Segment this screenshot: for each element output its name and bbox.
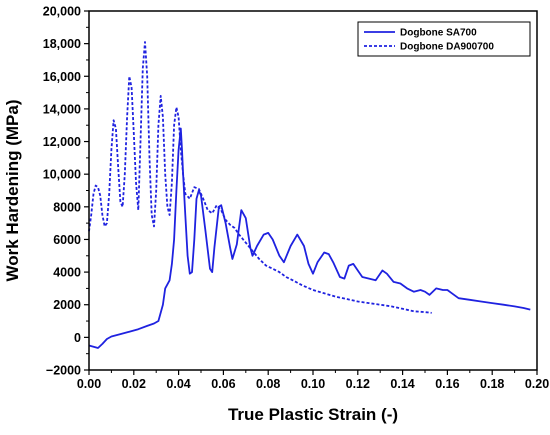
y-tick-label: 10,000 (43, 168, 81, 182)
x-tick-label: 0.14 (390, 377, 414, 391)
x-tick-label: 0.08 (256, 377, 280, 391)
plot-area (88, 41, 531, 349)
y-axis: −2000 0 2000 4000 6000 8000 10,000 12,000 14,000… (43, 5, 89, 378)
series-line-1 (88, 41, 432, 314)
y-axis-title: Work Hardening (MPa) (3, 100, 22, 282)
x-axis-title: True Plastic Strain (-) (228, 405, 398, 424)
y-tick-label: 14,000 (43, 102, 81, 116)
x-tick-label: 0.06 (211, 377, 235, 391)
legend-box (357, 21, 531, 57)
legend-label-sa700: Dogbone SA700 (400, 28, 477, 39)
y-tick-label: 20,000 (43, 5, 81, 19)
x-tick-label: 0.18 (480, 377, 504, 391)
y-tick-label: 2000 (53, 298, 81, 312)
y-tick-label: −2000 (46, 364, 81, 378)
x-tick-label: 0.20 (525, 377, 549, 391)
y-tick-label: 4000 (53, 266, 81, 280)
x-tick-label: 0.10 (301, 377, 325, 391)
legend-label-da900700: Dogbone DA900700 (400, 42, 494, 53)
legend: Dogbone SA700 Dogbone DA900700 (357, 21, 531, 57)
series-line-0 (88, 127, 531, 349)
y-tick-label: 12,000 (43, 135, 81, 149)
x-tick-label: 0.00 (77, 377, 101, 391)
y-tick-label: 18,000 (43, 37, 81, 51)
y-tick-label: 6000 (53, 233, 81, 247)
y-tick-label: 8000 (53, 200, 81, 214)
y-tick-label: 16,000 (43, 70, 81, 84)
y-tick-label: 0 (74, 331, 81, 345)
x-tick-label: 0.04 (166, 377, 190, 391)
x-tick-label: 0.12 (346, 377, 370, 391)
x-tick-label: 0.16 (435, 377, 459, 391)
x-tick-label: 0.02 (122, 377, 146, 391)
x-axis: 0.00 0.02 0.04 0.06 0.08 0.10 0.12 0.14 0.16 0.18… (77, 370, 549, 391)
